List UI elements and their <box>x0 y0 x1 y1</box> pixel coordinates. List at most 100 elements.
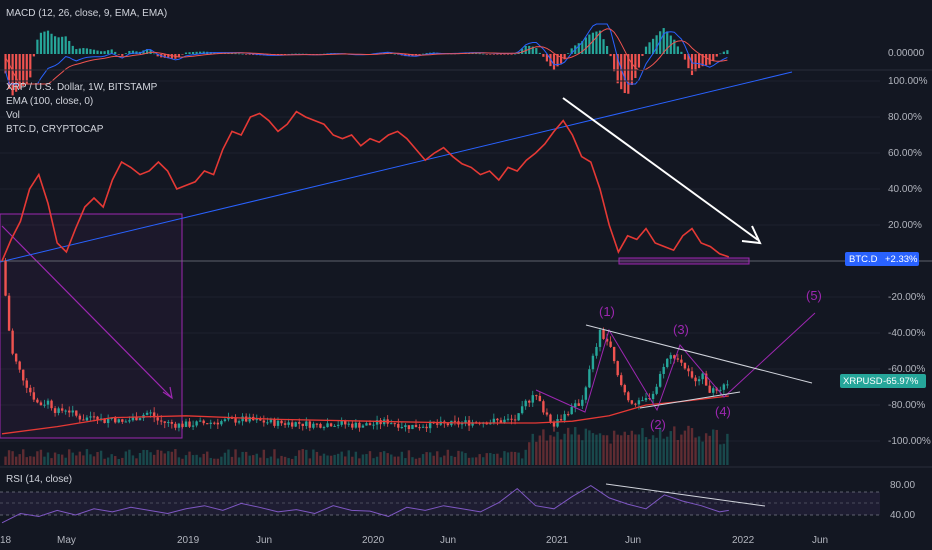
descending-resistance-line[interactable] <box>585 324 813 384</box>
volume-bar <box>294 455 297 465</box>
volume-bar <box>517 452 520 465</box>
volume-bar <box>110 454 113 465</box>
y-tick-label: 20.00% <box>888 220 922 231</box>
volume-bar <box>556 431 559 465</box>
volume-bar <box>259 457 262 465</box>
candle-body <box>298 422 301 424</box>
volume-bar <box>18 454 21 465</box>
candle-body <box>75 410 78 416</box>
macd-histogram-bar <box>99 51 103 54</box>
candle-body <box>602 329 605 339</box>
macd-histogram-bar <box>602 39 605 54</box>
volume-bar <box>227 449 230 465</box>
rsi-tick-40: 40.00 <box>890 510 915 521</box>
time-axis[interactable]: 18 May 2019 Jun 2020 Jun 2021 Jun 2022 J… <box>0 535 828 546</box>
candle-body <box>336 424 340 426</box>
candle-body <box>365 423 368 426</box>
candle-body <box>354 422 358 428</box>
volume-bar <box>269 456 273 465</box>
candle-body <box>276 420 280 426</box>
candle-body <box>676 358 680 360</box>
candle-body <box>213 422 216 424</box>
volume-bar <box>602 435 605 465</box>
candle-body <box>581 399 584 406</box>
macd-histogram-bar <box>153 53 156 55</box>
macd-histogram-bar <box>25 54 28 84</box>
candle-body <box>152 412 156 418</box>
candle-body <box>414 424 418 428</box>
volume-bar <box>666 436 669 465</box>
volume-bar <box>32 456 36 465</box>
btcd-tag-value: +2.33% <box>885 254 918 265</box>
candle-body <box>418 427 421 429</box>
volume-bar <box>195 454 198 465</box>
volume-bar <box>82 455 85 465</box>
candle-body <box>577 403 580 406</box>
macd-histogram-bar <box>57 37 60 54</box>
candle-body <box>294 422 297 427</box>
volume-bar <box>450 455 453 465</box>
candle-body <box>499 420 503 423</box>
volume-bar <box>160 450 163 465</box>
consolidation-box[interactable] <box>0 213 183 439</box>
candle-body <box>545 412 549 415</box>
candle-body <box>407 425 411 430</box>
candle-body <box>53 408 57 413</box>
volume-bar <box>312 449 315 465</box>
volume-bars <box>4 425 729 465</box>
elliott-wave-path[interactable] <box>535 312 816 413</box>
candle-body <box>167 422 170 424</box>
candle-body <box>11 330 14 354</box>
volume-bar <box>513 451 517 465</box>
candle-body <box>290 422 294 427</box>
volume-bar <box>25 457 28 465</box>
volume-bar <box>326 455 329 465</box>
btcd-support-box[interactable] <box>618 257 750 265</box>
candle-body <box>570 407 573 415</box>
volume-bar <box>559 439 563 465</box>
macd-histogram-bar <box>110 49 113 54</box>
volume-bar <box>329 455 333 465</box>
candle-body <box>666 358 669 367</box>
candle-body <box>379 420 382 425</box>
btcd-tag-name: BTC.D <box>849 254 878 265</box>
volume-bar <box>39 449 43 465</box>
rsi-divergence-line[interactable] <box>605 483 766 507</box>
volume-bar <box>237 457 241 465</box>
blue-trendline[interactable] <box>0 71 793 263</box>
macd-histogram-bar <box>167 54 170 59</box>
white-down-arrow[interactable] <box>562 97 759 241</box>
xrp-tag-value: -65.97% <box>883 376 919 387</box>
macd-histogram-bar <box>535 48 538 54</box>
macd-histogram-bar <box>567 53 570 54</box>
candle-body <box>170 422 174 424</box>
volume-bar <box>340 451 343 465</box>
volume-bar <box>138 452 142 465</box>
volume-bar <box>241 451 244 465</box>
volume-bar <box>57 454 60 465</box>
macd-histogram-bar <box>478 53 481 55</box>
volume-bar <box>701 441 704 465</box>
macd-histogram-bar <box>705 54 708 66</box>
macd-histogram-bar <box>513 53 517 55</box>
candle-body <box>492 418 496 423</box>
candle-body <box>351 423 354 428</box>
candle-body <box>209 422 212 424</box>
volume-bar <box>280 455 283 465</box>
volume-bar <box>181 458 184 465</box>
macd-histogram-bar <box>71 45 74 54</box>
volume-bar <box>524 449 527 465</box>
candle-body <box>287 422 290 425</box>
support-line[interactable] <box>639 391 741 409</box>
y-tick-label: 40.00% <box>888 184 922 195</box>
price-axis[interactable]: 100.00% 80.00% 60.00% 40.00% 20.00% -20.00% -4… <box>888 76 931 447</box>
wave-label-5: (5) <box>806 288 822 303</box>
macd-histogram-bar <box>15 54 18 92</box>
candle-body <box>715 388 718 391</box>
macd-histogram-bar <box>78 48 81 54</box>
candle-body <box>372 424 375 426</box>
macd-histogram-bar <box>690 54 694 76</box>
macd-histogram-bar <box>712 54 715 61</box>
candle-body <box>266 422 269 424</box>
